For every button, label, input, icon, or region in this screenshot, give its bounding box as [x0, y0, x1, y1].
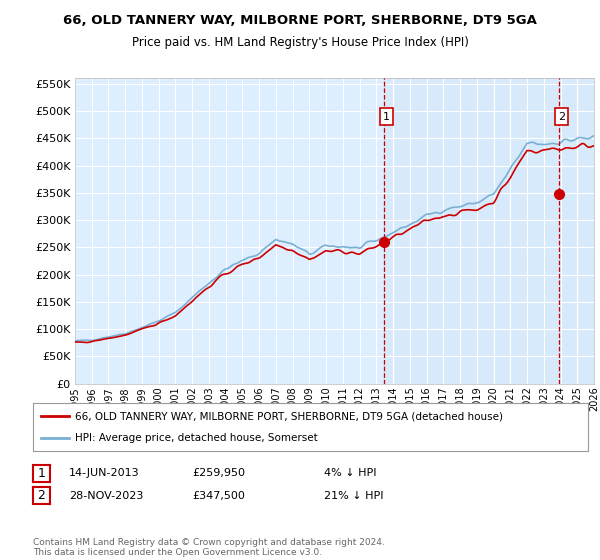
Text: Price paid vs. HM Land Registry's House Price Index (HPI): Price paid vs. HM Land Registry's House … — [131, 36, 469, 49]
Text: 2: 2 — [558, 111, 565, 122]
Text: 66, OLD TANNERY WAY, MILBORNE PORT, SHERBORNE, DT9 5GA: 66, OLD TANNERY WAY, MILBORNE PORT, SHER… — [63, 14, 537, 27]
Text: 4% ↓ HPI: 4% ↓ HPI — [324, 468, 377, 478]
Text: 66, OLD TANNERY WAY, MILBORNE PORT, SHERBORNE, DT9 5GA (detached house): 66, OLD TANNERY WAY, MILBORNE PORT, SHER… — [74, 411, 503, 421]
Text: Contains HM Land Registry data © Crown copyright and database right 2024.
This d: Contains HM Land Registry data © Crown c… — [33, 538, 385, 557]
Bar — [384, 78, 594, 384]
Text: 1: 1 — [37, 466, 46, 480]
Text: 14-JUN-2013: 14-JUN-2013 — [69, 468, 140, 478]
Text: HPI: Average price, detached house, Somerset: HPI: Average price, detached house, Some… — [74, 433, 317, 443]
Text: £259,950: £259,950 — [192, 468, 245, 478]
Text: £347,500: £347,500 — [192, 491, 245, 501]
Text: 1: 1 — [383, 111, 390, 122]
Text: 2: 2 — [37, 489, 46, 502]
Text: 21% ↓ HPI: 21% ↓ HPI — [324, 491, 383, 501]
Text: 28-NOV-2023: 28-NOV-2023 — [69, 491, 143, 501]
